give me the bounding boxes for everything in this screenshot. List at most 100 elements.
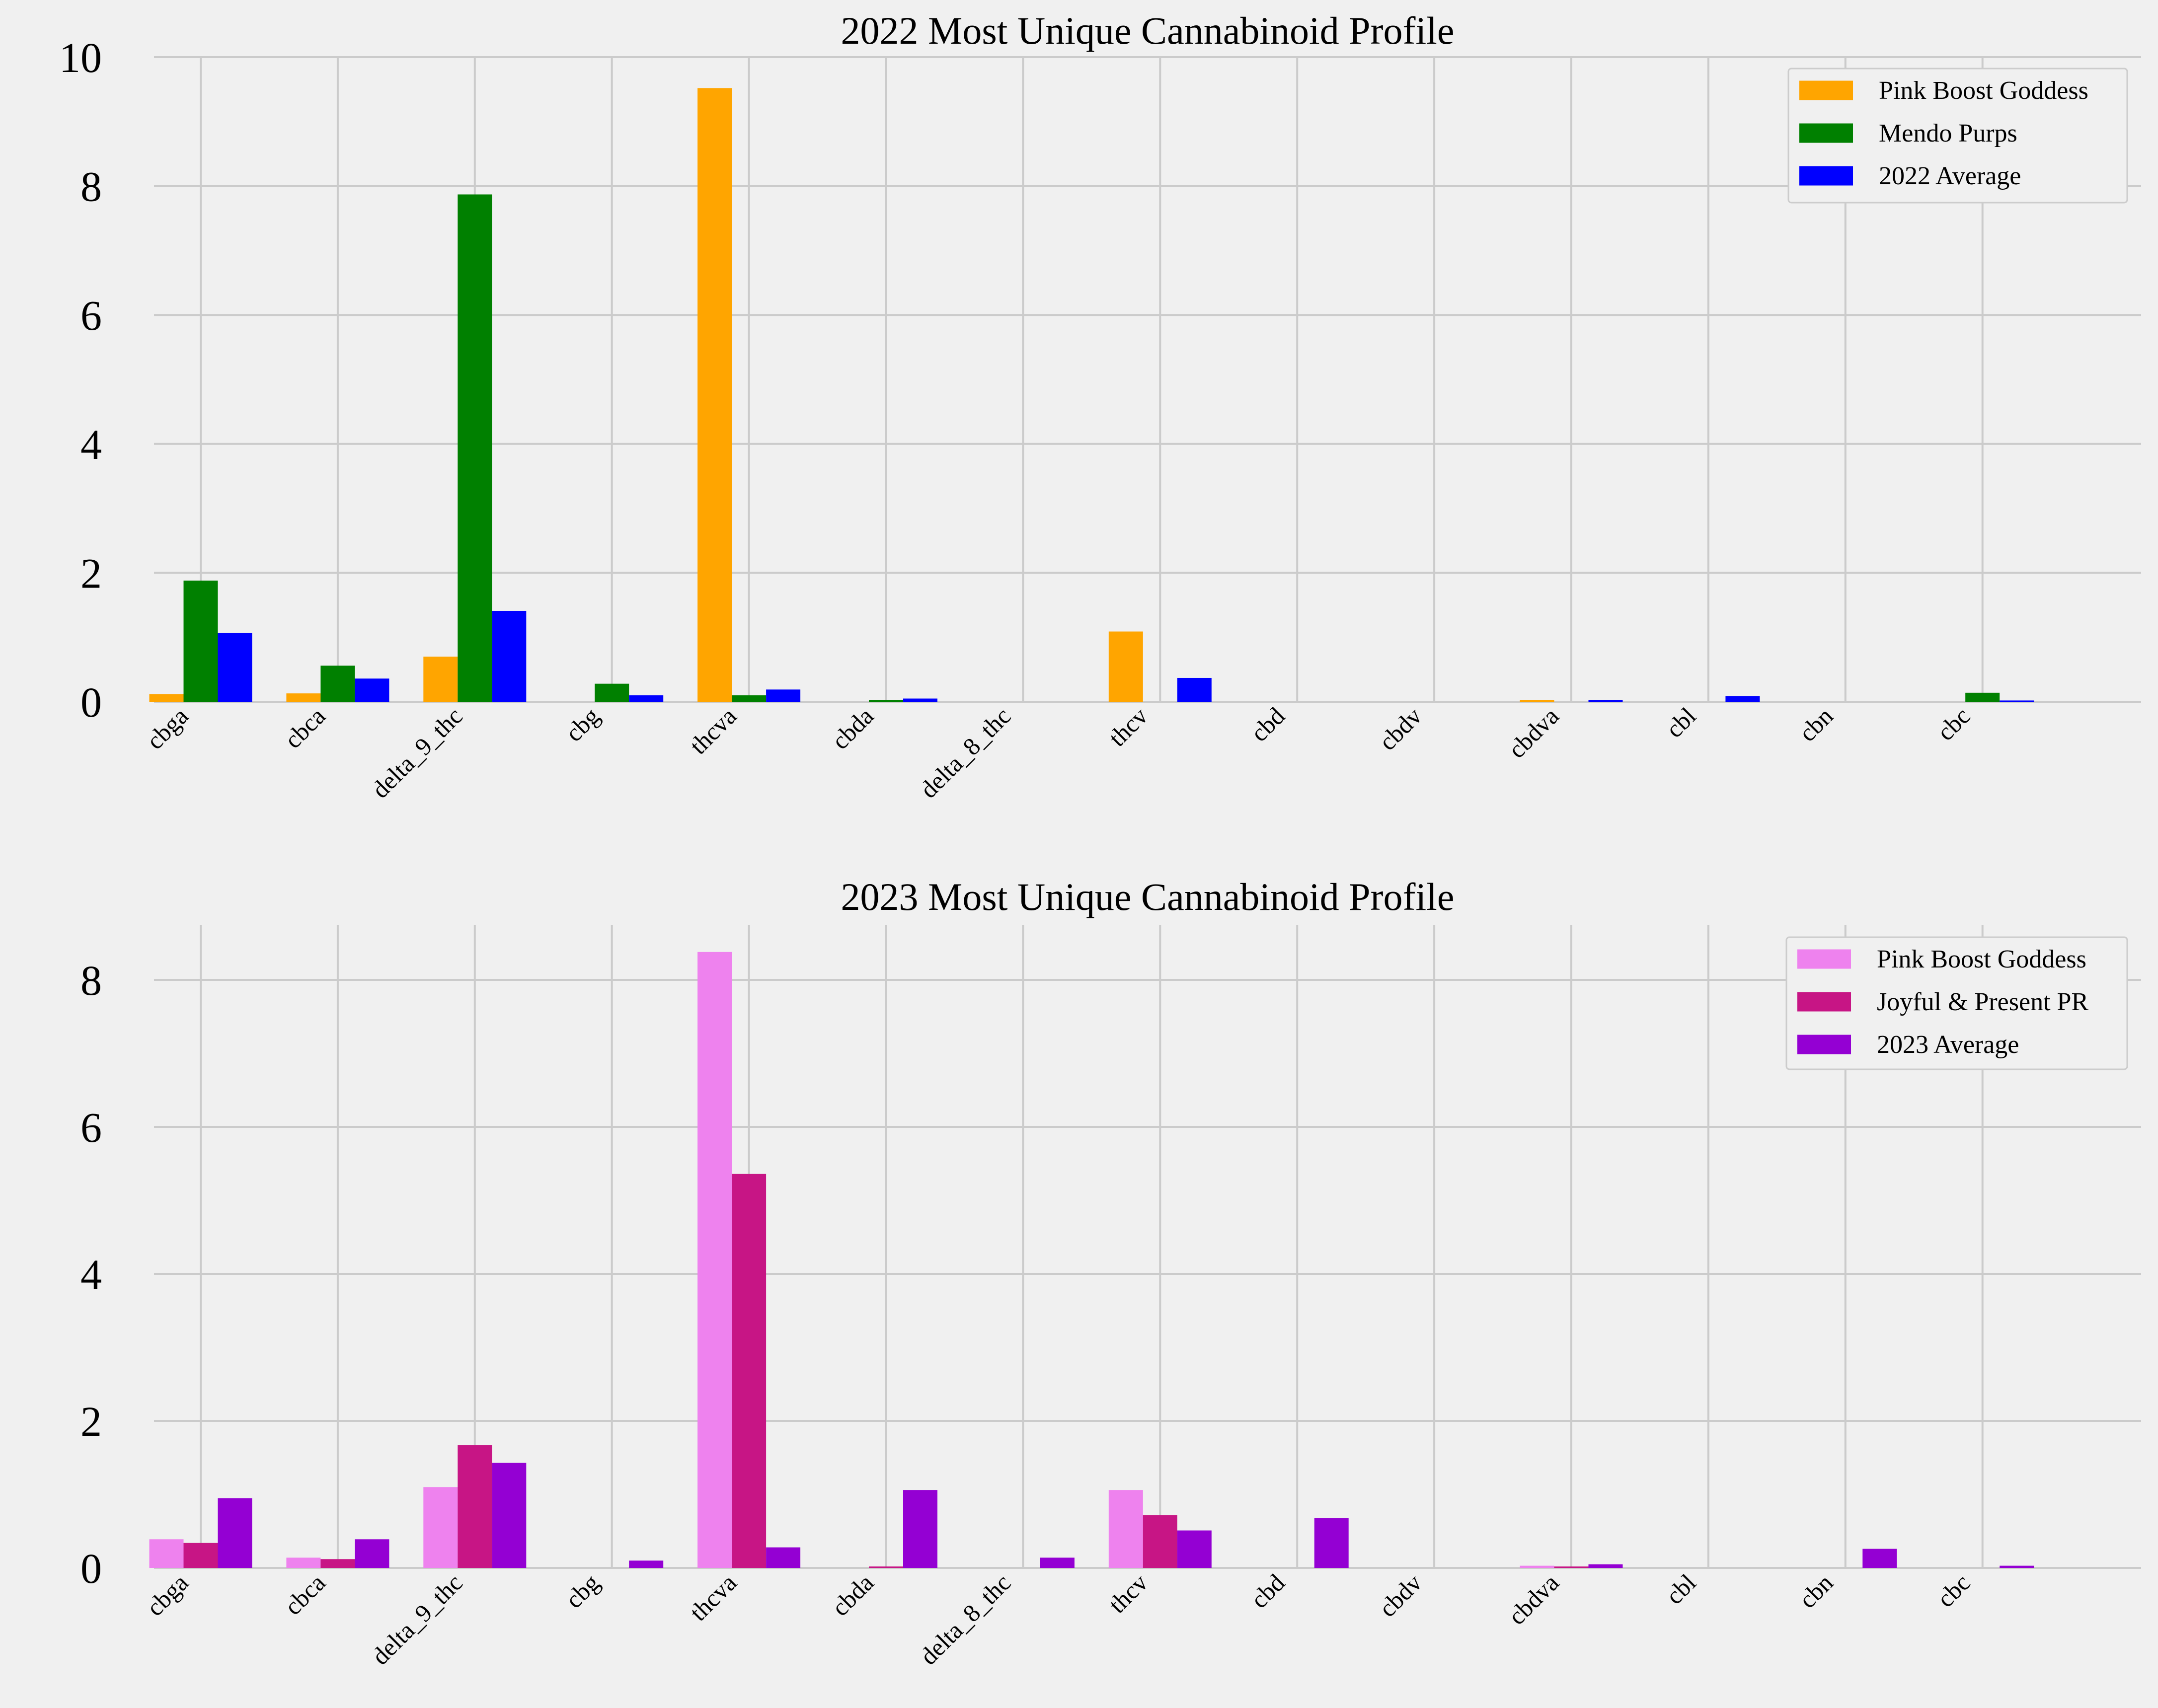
bar-2022-average-cbga	[218, 633, 252, 702]
bar-2023-average-thcva	[766, 1547, 801, 1568]
x-tick-label: cbg	[560, 1568, 605, 1614]
y-tick-label: 0	[80, 678, 102, 726]
bar-pink-boost-goddess-cbca	[286, 693, 321, 702]
bar-mendo-purps-cbg	[595, 683, 629, 702]
bar-2022-average-thcv	[1177, 677, 1212, 702]
legend-label: Pink Boost Goddess	[1879, 76, 2088, 105]
bar-pink-boost-goddess-cbca	[286, 1558, 321, 1568]
x-tick-label: delta_9_thc	[366, 1568, 468, 1670]
legend-swatch	[1797, 1035, 1851, 1054]
x-tick-label: cbda	[826, 702, 879, 754]
y-tick-label: 8	[80, 163, 102, 211]
bar-pink-boost-goddess-thcv	[1108, 631, 1143, 702]
bar-mendo-purps-cbc	[1965, 692, 2000, 702]
bar-joyful-present-pr-cbga	[183, 1543, 218, 1568]
bar-2022-average-delta_9_thc	[492, 610, 527, 702]
x-tick-label: cbdv	[1374, 1568, 1427, 1622]
bar-joyful-present-pr-thcva	[732, 1174, 767, 1568]
bar-2023-average-cbca	[355, 1539, 389, 1568]
legend-label: Pink Boost Goddess	[1877, 945, 2086, 973]
y-tick-label: 10	[59, 34, 102, 81]
legend-swatch	[1799, 166, 1853, 186]
bar-2023-average-cbn	[1862, 1549, 1897, 1568]
legend-frame	[1785, 936, 2128, 1070]
x-tick-label: cbca	[279, 1568, 330, 1620]
legend-label: Mendo Purps	[1879, 119, 2017, 148]
legend-label: 2022 Average	[1879, 162, 2021, 190]
legend-label: Joyful & Present PR	[1877, 988, 2088, 1016]
chart-title: 2023 Most Unique Cannabinoid Profile	[841, 875, 1455, 918]
bar-pink-boost-goddess-cbga	[149, 694, 184, 702]
bar-joyful-present-pr-cbca	[320, 1559, 355, 1568]
legend-swatch	[1797, 992, 1851, 1012]
x-tick-label: cbga	[141, 702, 193, 754]
x-tick-label: cbc	[1931, 702, 1976, 746]
y-tick-label: 6	[80, 1104, 102, 1151]
bar-2022-average-cbc	[2000, 700, 2034, 702]
bar-pink-boost-goddess-delta_9_thc	[423, 1487, 458, 1568]
x-tick-label: thcv	[1103, 1568, 1153, 1618]
bar-pink-boost-goddess-thcva	[697, 952, 732, 1568]
x-tick-label: cbca	[279, 702, 330, 753]
bar-2022-average-cbdva	[1588, 700, 1623, 702]
y-tick-label: 8	[80, 957, 102, 1004]
legend-swatch	[1799, 80, 1853, 100]
bar-2023-average-cbd	[1314, 1518, 1349, 1568]
bar-pink-boost-goddess-thcv	[1108, 1490, 1143, 1568]
x-tick-label: cbn	[1793, 702, 1839, 747]
x-tick-label: delta_9_thc	[366, 702, 468, 804]
x-tick-label: cbl	[1660, 702, 1701, 743]
legend-swatch	[1799, 123, 1853, 143]
x-tick-label: cbdv	[1374, 702, 1427, 755]
x-tick-label: thcva	[684, 702, 742, 759]
bar-pink-boost-goddess-delta_9_thc	[423, 657, 458, 702]
x-tick-label: delta_8_thc	[915, 1568, 1016, 1670]
bar-2023-average-thcv	[1177, 1530, 1212, 1568]
x-tick-label: cbg	[560, 702, 605, 747]
x-tick-label: cbdva	[1503, 1568, 1564, 1630]
bar-2022-average-thcva	[766, 689, 801, 702]
y-tick-label: 4	[80, 1251, 102, 1298]
bar-joyful-present-pr-thcv	[1143, 1515, 1177, 1568]
x-tick-label: cbdva	[1503, 702, 1564, 763]
x-tick-label: cbda	[826, 1568, 879, 1621]
bar-joyful-present-pr-delta_9_thc	[458, 1445, 492, 1568]
bar-mendo-purps-cbga	[183, 580, 218, 702]
bar-2022-average-cbca	[355, 678, 389, 702]
bar-pink-boost-goddess-cbdva	[1520, 700, 1554, 702]
x-tick-label: cbc	[1931, 1568, 1976, 1613]
bar-2023-average-cbdva	[1588, 1564, 1623, 1568]
legend: Pink Boost Goddess Mendo Purps 2022 Averag…	[1787, 68, 2128, 204]
bar-2023-average-delta_8_thc	[1040, 1558, 1075, 1568]
bar-2023-average-cbda	[903, 1490, 937, 1568]
y-tick-label: 2	[80, 549, 102, 597]
legend-frame	[1787, 68, 2128, 204]
chart-2023: 2023 Most Unique Cannabinoid Profile 0 2 4 6…	[80, 875, 2141, 1670]
x-tick-label: cbd	[1245, 1568, 1290, 1614]
chart-2022: 2022 Most Unique Cannabinoid Profile 0 2 4 6…	[59, 9, 2141, 804]
x-tick-label: thcv	[1103, 702, 1153, 751]
y-tick-label: 6	[80, 292, 102, 339]
y-tick-label: 2	[80, 1398, 102, 1445]
bar-2022-average-cbg	[629, 695, 664, 702]
bar-joyful-present-pr-cbdva	[1554, 1566, 1589, 1568]
legend-label: 2023 Average	[1877, 1031, 2019, 1059]
bar-2022-average-cbda	[903, 698, 937, 702]
bar-2022-average-cbl	[1725, 696, 1760, 702]
bar-2023-average-delta_9_thc	[492, 1463, 527, 1568]
bar-2023-average-cbga	[218, 1498, 252, 1568]
bar-joyful-present-pr-cbda	[869, 1566, 903, 1568]
x-tick-label: cbn	[1793, 1568, 1839, 1614]
x-tick-label: cbga	[141, 1568, 193, 1621]
bar-2023-average-cbc	[2000, 1565, 2034, 1568]
bar-pink-boost-goddess-cbga	[149, 1539, 184, 1568]
bar-pink-boost-goddess-cbdva	[1520, 1565, 1554, 1568]
bar-mendo-purps-cbda	[869, 700, 903, 702]
x-tick-label: cbl	[1660, 1568, 1701, 1610]
bar-pink-boost-goddess-thcva	[697, 88, 732, 702]
bar-2023-average-cbg	[629, 1560, 664, 1568]
x-tick-label: delta_8_thc	[915, 702, 1016, 804]
legend-swatch	[1797, 949, 1851, 969]
legend: Pink Boost Goddess Joyful & Present PR 202…	[1785, 936, 2128, 1070]
